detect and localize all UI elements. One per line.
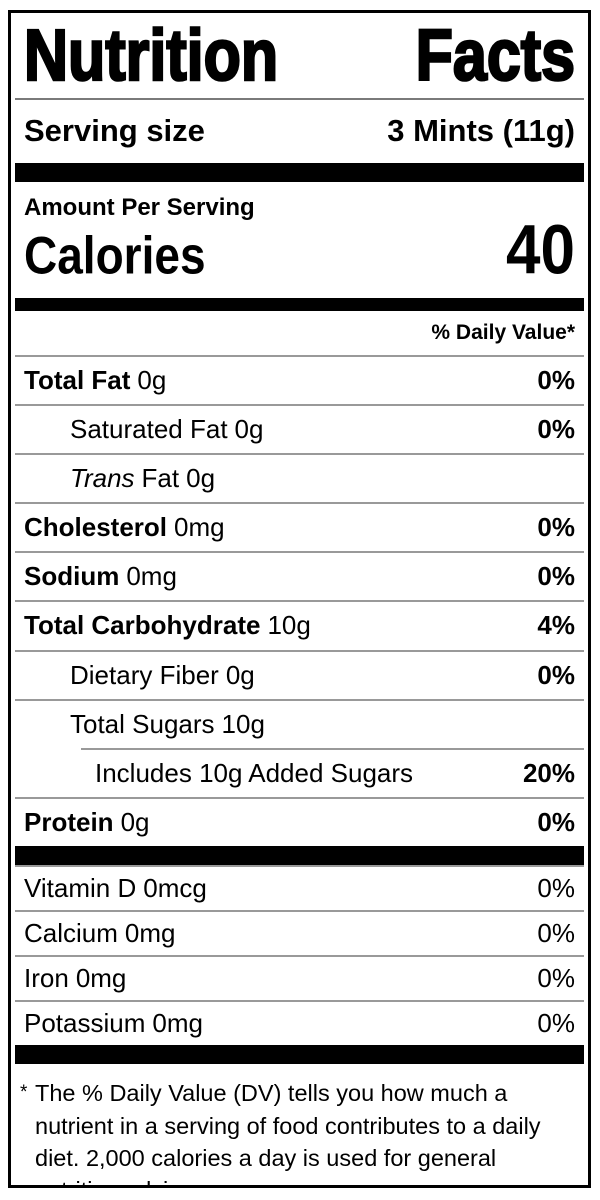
micronutrient-row-calcium: Calcium 0mg 0%	[15, 910, 584, 955]
amount-per-serving-label: Amount Per Serving	[24, 193, 255, 221]
nutrient-amount: 0mg	[126, 561, 177, 592]
micronutrient-name: Potassium	[24, 1008, 146, 1039]
nutrient-amount: 10g	[267, 610, 311, 641]
nutrient-row-cholesterol: Cholesterol 0mg 0%	[15, 502, 584, 551]
nutrient-dv: 0%	[537, 659, 575, 690]
title-word-nutrition: Nutrition	[23, 14, 279, 96]
nutrient-row-total-sugars: Total Sugars 10g	[15, 698, 584, 748]
nutrient-row-total-fat: Total Fat 0g 0%	[15, 354, 584, 404]
micronutrient-row-potassium: Potassium 0mg 0%	[15, 1000, 584, 1045]
nutrient-dv: 20%	[522, 757, 575, 788]
nutrient-amount: 0g	[234, 414, 264, 444]
nutrient-row-protein: Protein 0g 0%	[15, 796, 584, 846]
micronutrient-name: Vitamin D	[24, 872, 137, 903]
nutrient-dv: 0%	[537, 512, 575, 543]
thick-rule-footnote	[15, 1045, 584, 1065]
nutrient-row-trans-fat: Trans Fat 0g	[15, 453, 584, 502]
nutrient-name: Total Carbohydrate	[24, 610, 261, 641]
nutrient-name: Protein	[24, 806, 114, 837]
footnote-asterisk: *	[20, 1082, 28, 1104]
nutrient-amount: 0g	[137, 364, 167, 395]
nutrient-name: Total Fat	[24, 364, 131, 395]
nutrient-name-italic: Trans	[70, 463, 135, 494]
calories-row: Calories 40	[15, 216, 584, 298]
nutrient-name: Includes 10g Added Sugars	[95, 757, 414, 788]
micronutrient-amount: 0mg	[152, 1008, 203, 1039]
nutrient-name: Fat	[141, 463, 180, 494]
serving-size-value: 3 Mints (11g)	[387, 112, 575, 148]
calories-label: Calories	[24, 224, 206, 285]
nutrient-dv: 0%	[537, 364, 575, 395]
nutrient-row-dietary-fiber: Dietary Fiber 0g 0%	[15, 649, 584, 699]
micronutrient-amount: 0mcg	[143, 872, 207, 903]
thick-rule-top	[15, 162, 584, 182]
label-title: Nutrition Facts	[15, 13, 584, 100]
serving-size-label: Serving size	[24, 112, 205, 148]
micronutrient-dv: 0%	[537, 918, 575, 949]
nutrient-row-saturated-fat: Saturated Fat 0g 0%	[15, 404, 584, 453]
micronutrient-name: Calcium	[24, 918, 118, 949]
nutrient-amount: 0mg	[174, 512, 225, 543]
daily-value-footnote: * The % Daily Value (DV) tells you how m…	[15, 1064, 584, 1185]
nutrient-name: Total Sugars	[70, 708, 215, 739]
nutrient-amount: 0g	[120, 806, 150, 837]
nutrient-row-added-sugars: Includes 10g Added Sugars 20%	[81, 747, 584, 797]
micronutrient-row-vitamin-d: Vitamin D 0mcg 0%	[15, 864, 584, 910]
footnote-text: The % Daily Value (DV) tells you how muc…	[35, 1080, 541, 1185]
nutrient-name: Dietary Fiber	[70, 659, 219, 690]
nutrient-amount: 0g	[225, 659, 255, 690]
micronutrient-dv: 0%	[537, 963, 575, 994]
title-word-facts: Facts	[415, 14, 577, 96]
micronutrient-amount: 0mg	[124, 918, 176, 949]
daily-value-header: % Daily Value*	[431, 320, 575, 344]
nutrition-facts-label: Nutrition Facts Serving size 3 Mints (11…	[8, 10, 591, 1188]
micronutrient-name: Iron	[24, 963, 69, 994]
nutrient-name: Cholesterol	[24, 512, 168, 543]
nutrient-dv: 0%	[537, 806, 575, 837]
nutrient-dv: 0%	[537, 561, 575, 592]
nutrient-row-total-carbohydrate: Total Carbohydrate 10g 4%	[15, 600, 584, 649]
nutrient-name: Saturated Fat	[70, 414, 228, 444]
nutrient-dv: 4%	[537, 610, 575, 641]
micronutrient-dv: 0%	[537, 872, 575, 903]
micronutrient-amount: 0mg	[75, 963, 127, 994]
thick-rule-micronutrients	[15, 845, 584, 865]
medium-rule-calories	[15, 297, 584, 311]
nutrient-dv: 0%	[537, 414, 575, 444]
nutrient-row-sodium: Sodium 0mg 0%	[15, 551, 584, 600]
serving-size-row: Serving size 3 Mints (11g)	[15, 100, 584, 163]
calories-value: 40	[506, 211, 575, 290]
nutrient-amount: 0g	[186, 463, 216, 494]
nutrient-name: Sodium	[24, 561, 120, 592]
micronutrient-row-iron: Iron 0mg 0%	[15, 955, 584, 1000]
nutrient-amount: 10g	[221, 708, 265, 739]
micronutrient-dv: 0%	[537, 1008, 575, 1039]
